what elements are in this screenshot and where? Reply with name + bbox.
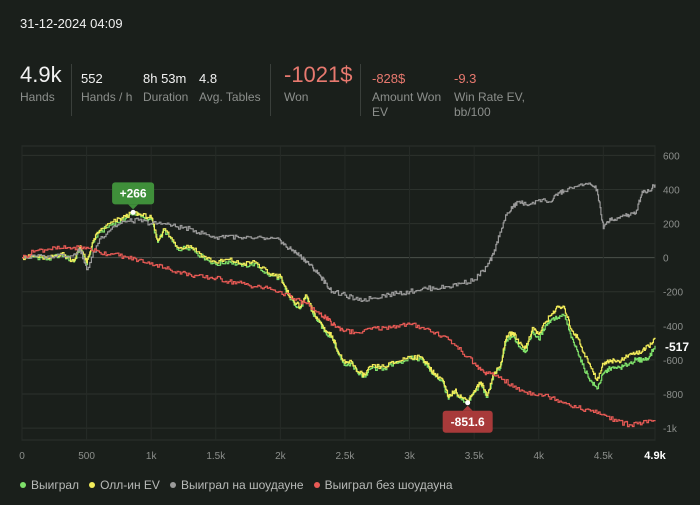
x-tick-label: 4.9k xyxy=(644,450,666,462)
y-tick-label: 400 xyxy=(663,185,680,196)
x-tick-label: 2k xyxy=(275,451,287,462)
legend-label: Выиграл без шоудауна xyxy=(324,478,453,492)
annotation-label: -851.6 xyxy=(451,415,485,429)
stat-avg-tables: 4.8 Avg. Tables xyxy=(199,62,261,105)
legend-item[interactable]: Выиграл на шоудауне xyxy=(169,478,304,492)
y-tick-label: -800 xyxy=(663,390,683,401)
y-tick-label: -600 xyxy=(663,356,683,367)
series-line-0 xyxy=(22,211,656,405)
stat-divider xyxy=(360,64,361,116)
legend-dot-icon xyxy=(313,481,320,488)
stat-won-label: Won xyxy=(284,90,309,104)
annotation-badge xyxy=(442,410,493,433)
annotation-label: +266 xyxy=(120,186,147,200)
stat-win-rate-ev: -9.3 Win Rate EV, bb/100 xyxy=(454,62,534,120)
stat-duration-value: 8h 53m xyxy=(143,71,187,86)
x-tick-label: 2.5k xyxy=(336,451,356,462)
series-line-3 xyxy=(22,245,656,428)
stat-avg-tables-value: 4.8 xyxy=(199,71,218,86)
y-tick-label: -400 xyxy=(663,322,683,333)
profit-chart-svg[interactable]: 600 400 200 0 -200 -400 -600 -800 -1k 0 500 1k 1.5k 2… xyxy=(0,140,700,470)
stat-win-rate-ev-label: Win Rate EV, bb/100 xyxy=(454,90,525,119)
profit-chart[interactable]: 600 400 200 0 -200 -400 -600 -800 -1k 0 500 1k 1.5k 2… xyxy=(0,140,700,470)
stat-amount-won-ev-value: -828$ xyxy=(372,71,406,86)
annotation-badge xyxy=(112,182,155,205)
y-tick-label: -1k xyxy=(663,424,678,435)
series-line-2 xyxy=(22,182,656,302)
x-tick-label: 3k xyxy=(404,451,416,462)
legend-item[interactable]: Выиграл xyxy=(20,478,79,492)
x-tick-label: 1k xyxy=(146,451,158,462)
y-tick-label: 200 xyxy=(663,220,680,231)
annotation-point xyxy=(465,400,471,406)
stat-win-rate-ev-value: -9.3 xyxy=(454,71,477,86)
chart-legend: Выиграл Олл-ин EV Выиграл на шоудауне Выигр… xyxy=(20,478,463,492)
x-tick-label: 4k xyxy=(533,451,545,462)
x-tick-label: 1.5k xyxy=(206,451,226,462)
stat-avg-tables-label: Avg. Tables xyxy=(199,90,261,104)
stat-hands: 4.9k Hands xyxy=(20,62,62,105)
stat-duration: 8h 53m Duration xyxy=(143,62,188,105)
y-tick-label: 600 xyxy=(663,151,680,162)
stat-divider xyxy=(71,64,72,116)
stat-hands-per-hour-label: Hands / h xyxy=(81,90,133,104)
legend-dot-icon xyxy=(89,481,96,488)
stat-hands-per-hour: 552 Hands / h xyxy=(81,62,132,105)
stat-hands-per-hour-value: 552 xyxy=(81,71,103,86)
stat-won: -1021$ Won xyxy=(284,62,353,105)
y-tick-label: 0 xyxy=(663,254,669,265)
stat-hands-label: Hands xyxy=(20,90,55,104)
stat-amount-won-ev-label: Amount Won EV xyxy=(372,90,442,119)
stat-divider xyxy=(270,64,271,116)
stat-duration-label: Duration xyxy=(143,90,189,104)
x-tick-label: 500 xyxy=(78,451,95,462)
annotation-end-label: -517 xyxy=(665,340,689,354)
annotation-pointer xyxy=(128,204,139,210)
legend-item[interactable]: Олл-ин EV xyxy=(89,478,160,492)
series-line-1 xyxy=(22,211,656,403)
x-tick-label: 0 xyxy=(19,451,25,462)
stat-hands-value: 4.9k xyxy=(20,62,62,87)
annotation-point xyxy=(130,209,136,215)
session-datetime: 31-12-2024 04:09 xyxy=(20,16,123,31)
legend-item[interactable]: Выиграл без шоудауна xyxy=(313,478,453,492)
y-tick-label: -200 xyxy=(663,288,683,299)
annotation-pointer xyxy=(462,405,473,411)
legend-dot-icon xyxy=(169,481,176,488)
stat-amount-won-ev: -828$ Amount Won EV xyxy=(372,62,448,120)
legend-label: Выиграл на шоудауне xyxy=(180,478,304,492)
legend-label: Выиграл xyxy=(31,478,80,492)
x-tick-label: 4.5k xyxy=(594,451,614,462)
legend-dot-icon xyxy=(20,481,26,488)
legend-label: Олл-ин EV xyxy=(100,478,160,492)
stat-won-value: -1021$ xyxy=(284,62,353,87)
stats-bar: 4.9k Hands 552 Hands / h 8h 53m Duration… xyxy=(0,62,700,122)
x-tick-label: 3.5k xyxy=(465,451,485,462)
